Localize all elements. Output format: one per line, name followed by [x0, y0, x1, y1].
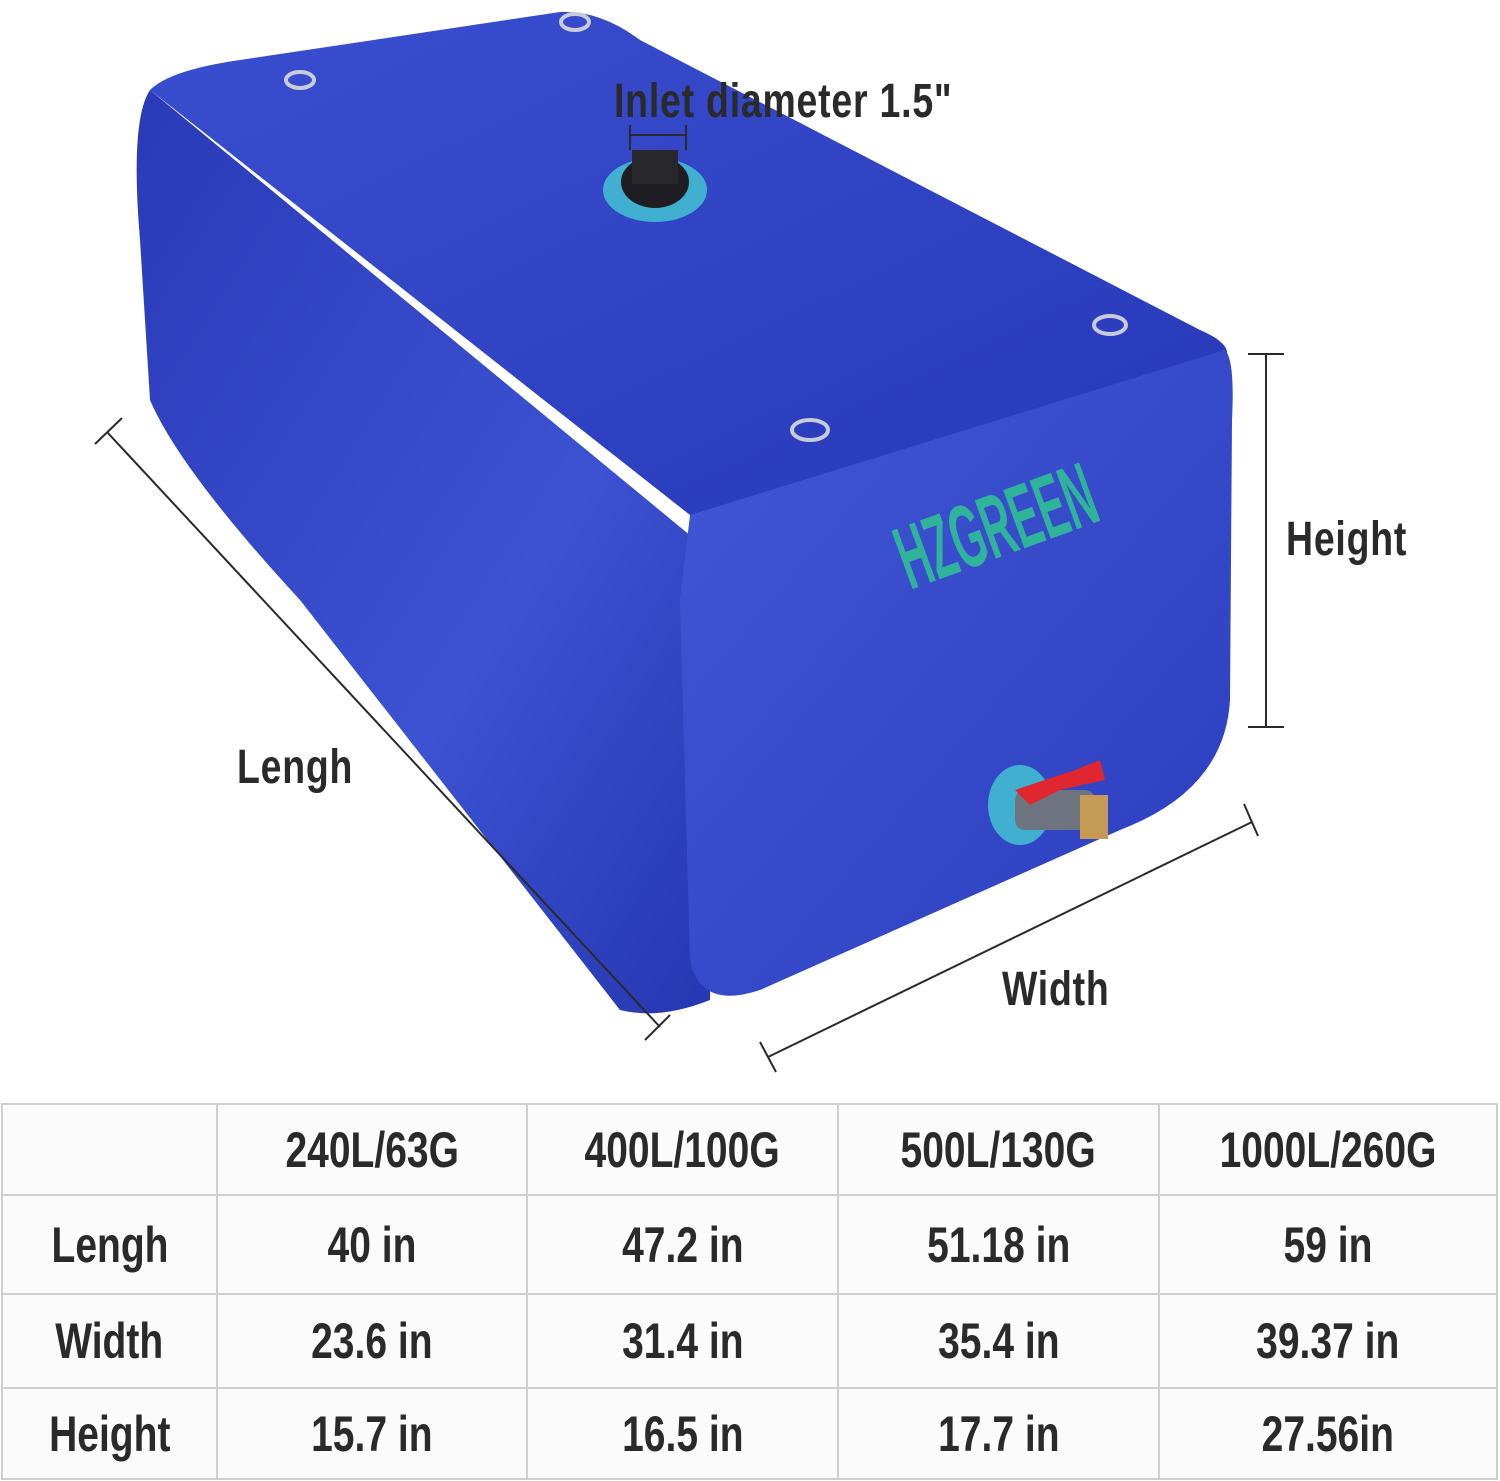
tank-top-face [150, 11, 1228, 524]
table-row: Height 15.7 in 16.5 in 17.7 in 27.56in [1, 1387, 1498, 1480]
table-header-cell: 400L/100G [526, 1103, 839, 1196]
table-cell: 40 in [216, 1194, 528, 1295]
row-label: Height [1, 1387, 218, 1480]
table-cell: 15.7 in [216, 1387, 528, 1480]
table-cell: 27.56in [1158, 1387, 1498, 1480]
length-dimension-line [106, 431, 661, 1028]
table-cell: 39.37 in [1158, 1293, 1498, 1389]
table-cell: 31.4 in [526, 1293, 839, 1389]
dimension-lines [94, 125, 1284, 1073]
table-cell: 23.6 in [216, 1293, 528, 1389]
table-row: Lengh 40 in 47.2 in 51.18 in 59 in [1, 1194, 1498, 1295]
height-label: Height [1286, 513, 1408, 566]
width-dimension-line [767, 821, 1253, 1058]
table-row: Width 23.6 in 31.4 in 35.4 in 39.37 in [1, 1293, 1498, 1389]
table-header-cell: 1000L/260G [1158, 1103, 1498, 1196]
table-cell: 35.4 in [837, 1293, 1160, 1389]
table-header-row: 240L/63G 400L/100G 500L/130G 1000L/260G [1, 1103, 1498, 1196]
table-header-cell: 240L/63G [216, 1103, 528, 1196]
d-ring-icon [790, 418, 830, 442]
table-header-cell: 500L/130G [837, 1103, 1160, 1196]
row-label: Width [1, 1293, 218, 1389]
inlet-cap-icon [603, 150, 707, 222]
table-cell: 51.18 in [837, 1194, 1160, 1295]
tank-side-face [136, 90, 720, 1014]
length-label: Lengh [237, 741, 354, 794]
row-label: Lengh [1, 1194, 218, 1295]
d-ring-icon [1092, 314, 1128, 336]
table-cell: 17.7 in [837, 1387, 1160, 1480]
d-ring-icons [284, 12, 1128, 442]
drain-valve-icon [988, 760, 1108, 845]
table-cell: 16.5 in [526, 1387, 839, 1480]
d-ring-icon [559, 12, 591, 32]
table-cell: 59 in [1158, 1194, 1498, 1295]
inlet-label: Inlet diameter 1.5" [614, 75, 953, 128]
water-tank-illustration: HZGREEN [94, 11, 1284, 1073]
d-ring-icon [284, 70, 316, 90]
size-spec-table: 240L/63G 400L/100G 500L/130G 1000L/260G … [1, 1103, 1498, 1480]
table-header-cell [1, 1103, 218, 1196]
table-cell: 47.2 in [526, 1194, 839, 1295]
width-label: Width [1002, 963, 1110, 1016]
